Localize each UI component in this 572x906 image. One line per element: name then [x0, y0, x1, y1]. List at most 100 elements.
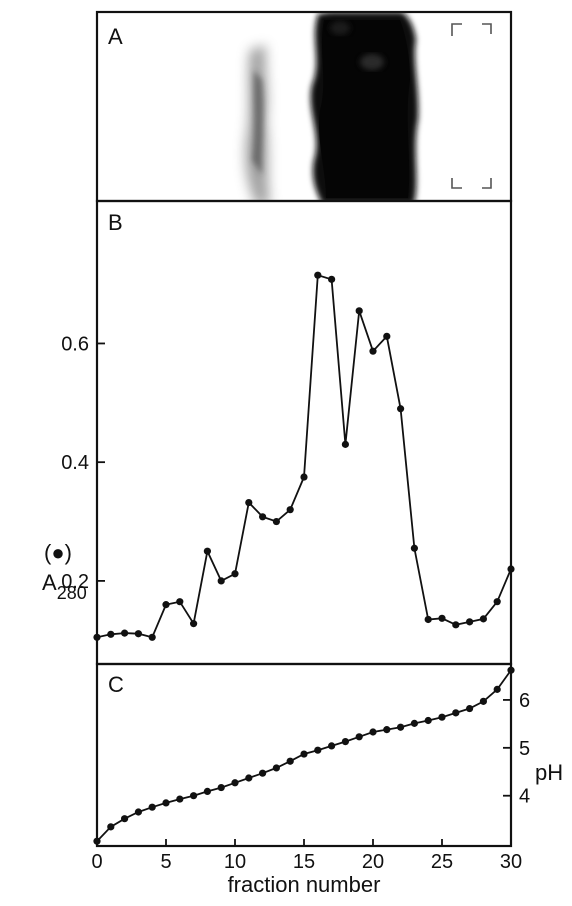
panel-c-y-tick-label: 6 [519, 690, 530, 712]
gel-corner-mark [482, 178, 492, 189]
panel-b-data-point [203, 547, 211, 555]
panel-b-data-point [259, 513, 267, 521]
panel-c-data-point [466, 704, 474, 713]
panel-a: A [108, 12, 492, 201]
panel-c-data-point [341, 737, 349, 746]
gel-image [245, 12, 492, 201]
gel-corner-mark [482, 23, 492, 34]
panel-c-data-point [424, 716, 432, 725]
panel-b-plot: 0.2 0.4 0.6 [61, 271, 515, 641]
panel-c-data-point [107, 823, 115, 831]
panel-c-x-tick-label: 10 [224, 851, 246, 873]
panel-b-data-point [341, 440, 349, 448]
panel-c-x-tick-label: 30 [500, 851, 522, 873]
panel-c-data-point [162, 799, 170, 807]
x-axis-title: fraction number [228, 872, 381, 897]
panel-b-data-point [134, 630, 142, 638]
panel-c-data-point [245, 774, 253, 782]
y-axis-title: A280 [42, 570, 87, 603]
panel-c-data-point [93, 837, 101, 845]
panel-c-y-tick-label: 4 [519, 786, 530, 808]
panel-c-data-point [148, 803, 156, 811]
panel-b-data-point [176, 598, 184, 606]
panel-b-data-point [507, 565, 515, 573]
panel-c-data-point [121, 815, 129, 823]
panel-b-data-point [148, 633, 156, 641]
y-axis-marker: (●) [44, 540, 72, 565]
panel-b-data-point [190, 620, 198, 628]
panel-b-y-tick-label: 0.2 [61, 571, 89, 593]
panel-b-data-point [383, 332, 391, 340]
panel-a-frame [95, 10, 513, 203]
panel-c-x-tick-label: 5 [160, 851, 171, 873]
panel-c-data-point [217, 783, 225, 792]
panel-c-x-tick-label: 25 [431, 851, 453, 873]
panel-c-data-point [300, 750, 308, 758]
panel-b-data-point [438, 614, 446, 622]
panel-b-data-point [479, 615, 487, 623]
panel-b-data-point [231, 570, 239, 578]
gel-band-dark-body [319, 20, 410, 198]
panel-c-data-point [314, 746, 322, 754]
panel-b-y-tick-label: 0.6 [61, 333, 89, 355]
gel-corner-mark [451, 23, 462, 36]
panel-c-data-point [134, 808, 142, 816]
panel-a-label: A [108, 24, 123, 49]
panel-c-data-point [438, 713, 446, 721]
panel-c-data-point [410, 719, 418, 727]
panel-b-data-point [93, 633, 101, 641]
panel-c-plot: 4 5 6 0 5 10 15 20 25 30 [91, 666, 530, 873]
panel-b-y-axis-title: (●) A280 [42, 540, 87, 603]
panel-c-data-point [286, 757, 294, 765]
panel-b-frame [95, 199, 513, 666]
panel-b-data-point [121, 629, 129, 637]
panel-c-data-point [383, 726, 391, 734]
panel-c-data-point [369, 728, 377, 736]
panel-c-x-tick-label: 0 [91, 851, 102, 873]
panel-b-data-point [369, 347, 377, 355]
panel-c-data-point [507, 666, 515, 674]
panel-c-data-point [190, 792, 198, 800]
panel-c-data-point [493, 685, 501, 693]
panel-b-data-point [314, 271, 322, 279]
y-axis-title-main: A [42, 570, 57, 595]
ph-axis-title: pH [535, 760, 563, 785]
panel-b-data-point [355, 307, 363, 315]
y-axis-title-sub: 280 [57, 583, 87, 603]
panel-b-data-point [245, 498, 253, 507]
panel-b-data-point [107, 630, 115, 638]
panel-b-data-point [410, 544, 418, 552]
panel-c-data-point [452, 709, 460, 717]
panel-c-x-tick-label: 20 [362, 851, 384, 873]
panel-c-data-point [272, 764, 280, 772]
gel-light-spot [330, 21, 350, 35]
panel-b-data-point [397, 405, 405, 413]
panel-b-data-point [452, 621, 460, 629]
panel-b-data-point [272, 517, 280, 526]
gel-band-faint-core [252, 70, 264, 175]
panel-b-data-point [493, 598, 501, 606]
panel-c-data-point [176, 795, 184, 803]
panel-b-series-line [96, 274, 512, 639]
panel-c-data-point [397, 723, 405, 731]
panel-c-x-tick-label: 15 [293, 851, 315, 873]
panel-c-y-tick-label: 5 [519, 738, 530, 760]
panel-b-data-point [162, 601, 170, 609]
panel-b-y-tick-label: 0.4 [61, 452, 89, 474]
panel-c-data-point [479, 697, 487, 705]
panel-c-data-point [203, 787, 211, 796]
gel-light-spot [360, 54, 384, 70]
panel-c-data-point [355, 733, 363, 741]
panel-b-data-point [217, 577, 225, 585]
gel-corner-mark [451, 178, 462, 189]
panel-b-data-point [300, 473, 308, 481]
panel-c-data-point [231, 779, 239, 787]
panel-c-label: C [108, 672, 124, 697]
panel-c-data-point [259, 769, 267, 777]
panel-b-data-point [286, 506, 294, 514]
panel-b-data-point [466, 618, 474, 626]
panel-b-data-point [424, 615, 432, 624]
panel-b-data-point [328, 275, 336, 283]
panel-c-data-point [328, 742, 336, 750]
